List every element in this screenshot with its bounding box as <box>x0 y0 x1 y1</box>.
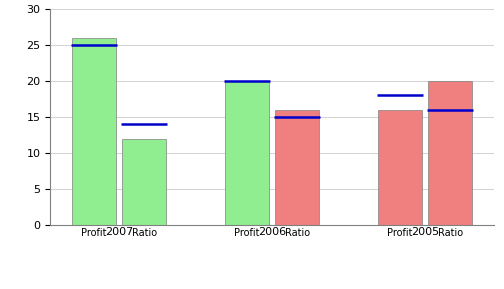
Text: 2006: 2006 <box>258 227 286 237</box>
Bar <box>122 139 166 225</box>
Text: 2005: 2005 <box>411 227 439 237</box>
Text: 2007: 2007 <box>105 227 133 237</box>
Bar <box>275 110 319 225</box>
Bar <box>72 38 116 225</box>
Bar <box>379 110 422 225</box>
Bar <box>428 81 472 225</box>
Bar <box>225 81 269 225</box>
